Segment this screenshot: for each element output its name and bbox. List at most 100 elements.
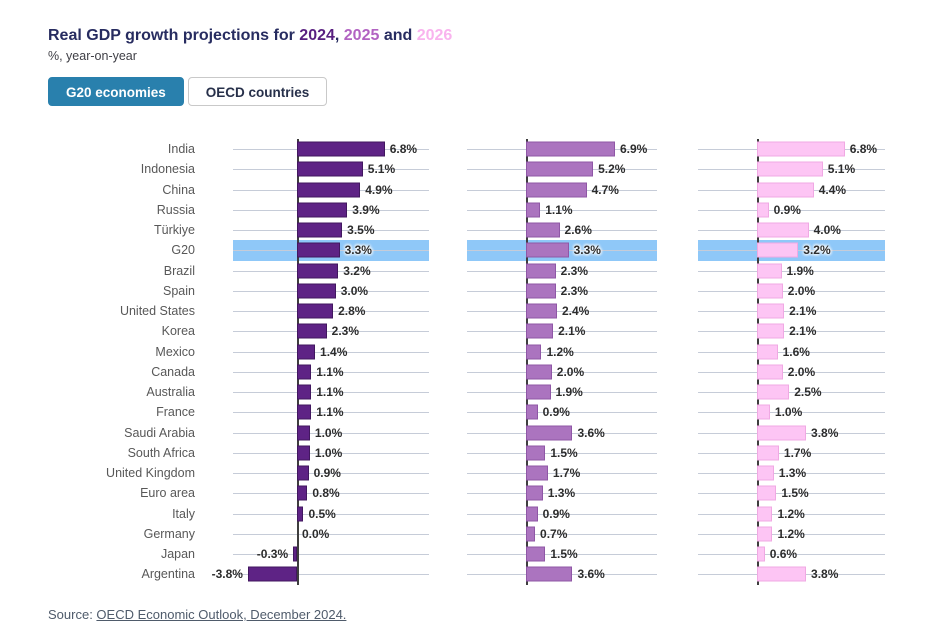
gridline [233,533,429,535]
value-label-2026: 0.6% [769,547,798,562]
panel-2025: 0.9% [467,401,657,423]
panel-2026: 3.2% [698,239,885,261]
category-label: France [156,405,195,420]
panel-2026: 1.3% [698,462,885,484]
chart-row: Australia 1.1% 1.9% 2.5% [48,381,938,403]
bar-2024 [297,445,310,461]
panel-2024: 3.2% [233,260,429,282]
panel-2024: 5.1% [233,158,429,180]
gridline [467,554,657,556]
gridline [698,533,885,535]
value-label-2026: 1.7% [783,445,812,460]
bar-2026 [757,526,773,542]
bar-2026 [757,485,777,501]
panel-2024: 0.9% [233,462,429,484]
bar-2026 [757,161,823,177]
panel-2026: 2.1% [698,300,885,322]
value-label-2025: 2.1% [558,324,586,339]
value-label-2026: 3.2% [803,243,831,258]
gridline [698,473,885,475]
category-label: Italy [172,506,195,521]
view-toggle: G20 economies OECD countries [48,77,938,106]
value-label-2024: 0.5% [308,506,336,521]
chart-row: Germany 0.0% 0.7% 1.2% [48,523,938,545]
gridline [698,351,885,353]
gridline [467,392,657,394]
title-sep-1: , [334,27,344,44]
panel-2025: 1.5% [467,543,657,565]
gridline [698,209,885,211]
gridline [233,574,429,576]
value-label-2024: -0.3% [256,547,289,562]
chart-row: Brazil 3.2% 2.3% 1.9% [48,260,938,282]
tab-g20-economies[interactable]: G20 economies [48,77,184,106]
panel-2026: 1.7% [698,442,885,464]
gridline [467,473,657,475]
panel-2024: 1.1% [233,401,429,423]
bar-2025 [526,161,594,177]
chart-row: Euro area 0.8% 1.3% 1.5% [48,482,938,504]
category-label: Canada [151,364,195,379]
value-label-2025: 2.6% [564,223,592,238]
source-link[interactable]: OECD Economic Outlook, December 2024. [96,606,347,622]
category-label: Euro area [140,486,195,501]
value-label-2024: 5.1% [367,162,396,177]
value-label-2024: -3.8% [211,567,243,582]
value-label-2026: 1.3% [778,466,807,481]
value-label-2024: 1.4% [320,344,348,359]
bar-2024 [297,182,361,198]
source-note: Source: OECD Economic Outlook, December … [48,607,938,622]
bar-2024 [297,364,312,380]
gridline [233,331,429,333]
category-label: G20 [171,243,195,258]
bar-2026 [757,222,809,238]
gridline [698,513,885,515]
value-label-2025: 1.9% [555,385,583,400]
bar-2025 [526,566,573,582]
gridline [467,513,657,515]
category-label: Mexico [155,344,195,359]
bar-2024 [297,425,310,441]
panel-2026: 1.0% [698,401,885,423]
panel-2025: 2.3% [467,260,657,282]
category-label: United States [119,304,195,319]
value-label-2026: 0.9% [773,202,801,217]
value-label-2025: 1.3% [547,486,576,501]
gridline [467,270,657,272]
bar-2026 [757,202,769,218]
bar-2025 [526,344,542,360]
bar-2026 [757,445,779,461]
value-label-2026: 1.2% [777,506,805,521]
bar-2026 [757,182,814,198]
value-label-2025: 3.6% [577,567,605,582]
panel-2025: 3.6% [467,422,657,444]
gridline [698,331,885,333]
gridline [698,290,885,292]
bar-2025 [526,404,538,420]
chart-row: Canada 1.1% 2.0% 2.0% [48,361,938,383]
panel-2024: 4.9% [233,179,429,201]
value-label-2026: 1.5% [781,486,809,501]
chart-row: Saudi Arabia 1.0% 3.6% 3.8% [48,422,938,444]
value-label-2024: 1.0% [314,445,343,460]
value-label-2024: 0.8% [312,486,340,501]
category-label: Australia [146,385,195,400]
bar-2024 [297,263,339,279]
value-label-2026: 1.2% [777,526,805,541]
chart-row: China 4.9% 4.7% 4.4% [48,179,938,201]
tab-oecd-countries[interactable]: OECD countries [187,77,328,106]
chart-row: United Kingdom 0.9% 1.7% 1.3% [48,462,938,484]
value-label-2025: 3.6% [577,425,605,440]
value-label-2026: 4.4% [818,182,847,197]
gridline [467,331,657,333]
panel-2025: 2.3% [467,280,657,302]
category-label: India [167,142,195,157]
panel-2025: 0.9% [467,503,657,525]
category-label: United Kingdom [106,466,195,481]
value-label-2026: 6.8% [849,142,878,157]
value-label-2025: 1.5% [550,445,578,460]
gridline [233,473,429,475]
panel-2026: 2.1% [698,320,885,342]
panel-2026: 2.0% [698,280,885,302]
panel-2025: 2.4% [467,300,657,322]
